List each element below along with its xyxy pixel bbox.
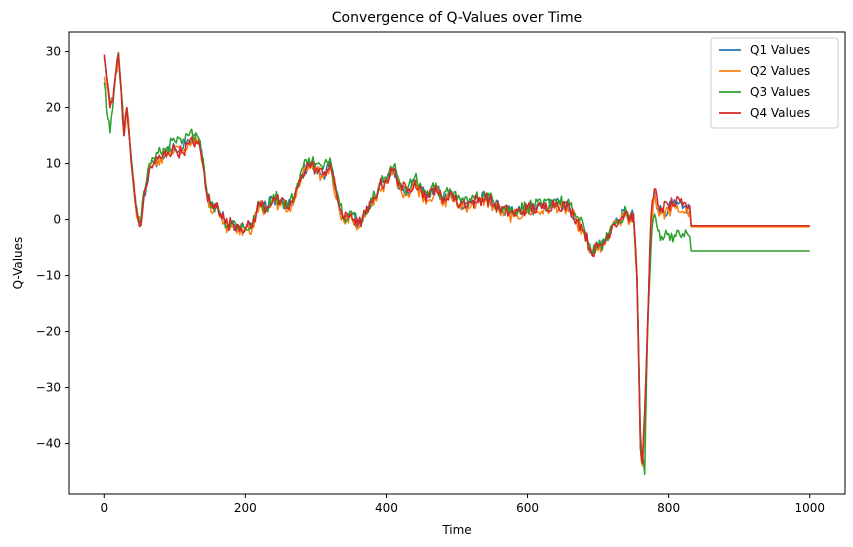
x-tick-label: 200 [234,501,257,515]
y-tick-label: 30 [46,45,61,59]
x-tick-label: 600 [516,501,539,515]
series-line-3 [103,51,810,476]
x-tick-label: 0 [100,501,108,515]
x-axis-label: Time [441,523,471,537]
x-tick-label: 400 [375,501,398,515]
legend-box [710,37,839,129]
y-axis: 30 20 10 0 −10 −20 −30 −40 [36,45,69,451]
y-tick-label: −20 [36,325,61,339]
chart-title: Convergence of Q-Values over Time [332,10,582,26]
series-line-4 [103,52,810,464]
series-line-1 [103,53,810,462]
x-tick-label: 800 [657,501,680,515]
legend-label: Q3 Values [750,85,810,99]
y-tick-label: −10 [36,269,61,283]
plot-frame [68,31,846,495]
y-tick-label: −30 [36,381,61,395]
y-tick-label: −40 [36,437,61,451]
y-tick-label: 20 [46,101,61,115]
y-tick-label: 10 [46,157,61,171]
legend: Q1 Values Q2 Values Q3 Values Q4 Values [710,37,839,129]
series-line-2 [103,56,810,467]
legend-label: Q2 Values [750,64,810,78]
legend-label: Q4 Values [750,106,810,120]
y-axis-label: Q-Values [11,237,25,290]
legend-label: Q1 Values [750,43,810,57]
x-tick-label: 1000 [794,501,825,515]
y-tick-label: 0 [53,213,61,227]
series-layer [103,51,810,476]
x-axis: 0 200 400 600 800 1000 [100,494,825,515]
